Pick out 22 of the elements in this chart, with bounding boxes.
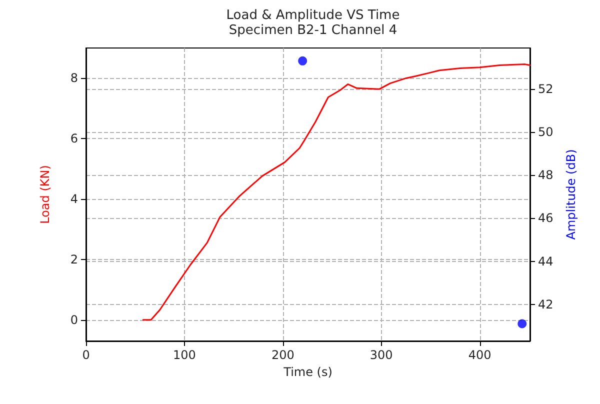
y2-tick-label: 50 xyxy=(538,125,554,140)
line-series xyxy=(142,64,531,321)
y-tick-label: 6 xyxy=(70,132,78,146)
y2-tick-label: 46 xyxy=(538,211,554,226)
x-tick-label: 0 xyxy=(82,348,90,362)
x-tick-label: 400 xyxy=(468,348,492,362)
chart-title: Load & Amplitude VS Time xyxy=(226,8,400,23)
y2-tick-label: 42 xyxy=(538,297,554,312)
y2-tick-label: 52 xyxy=(538,82,554,96)
y-tick-label: 4 xyxy=(70,192,78,206)
y2-tick-label: 44 xyxy=(538,254,554,268)
y2-tick-label: 48 xyxy=(538,168,554,182)
x-tick-label: 100 xyxy=(172,348,196,362)
x-tick-label: 200 xyxy=(271,348,294,362)
chart-subtitle: Specimen B2-1 Channel 4 xyxy=(228,23,398,38)
x-axis-title: Time (s) xyxy=(282,364,332,379)
y-tick-label: 8 xyxy=(70,71,78,86)
y-tick-label: 2 xyxy=(70,252,78,266)
y-axis-title: Load (KN) xyxy=(38,165,52,224)
y-tick-label: 0 xyxy=(70,312,78,327)
y2-axis-title: Amplitude (dB) xyxy=(564,149,578,240)
x-tick-label: 300 xyxy=(370,348,393,362)
